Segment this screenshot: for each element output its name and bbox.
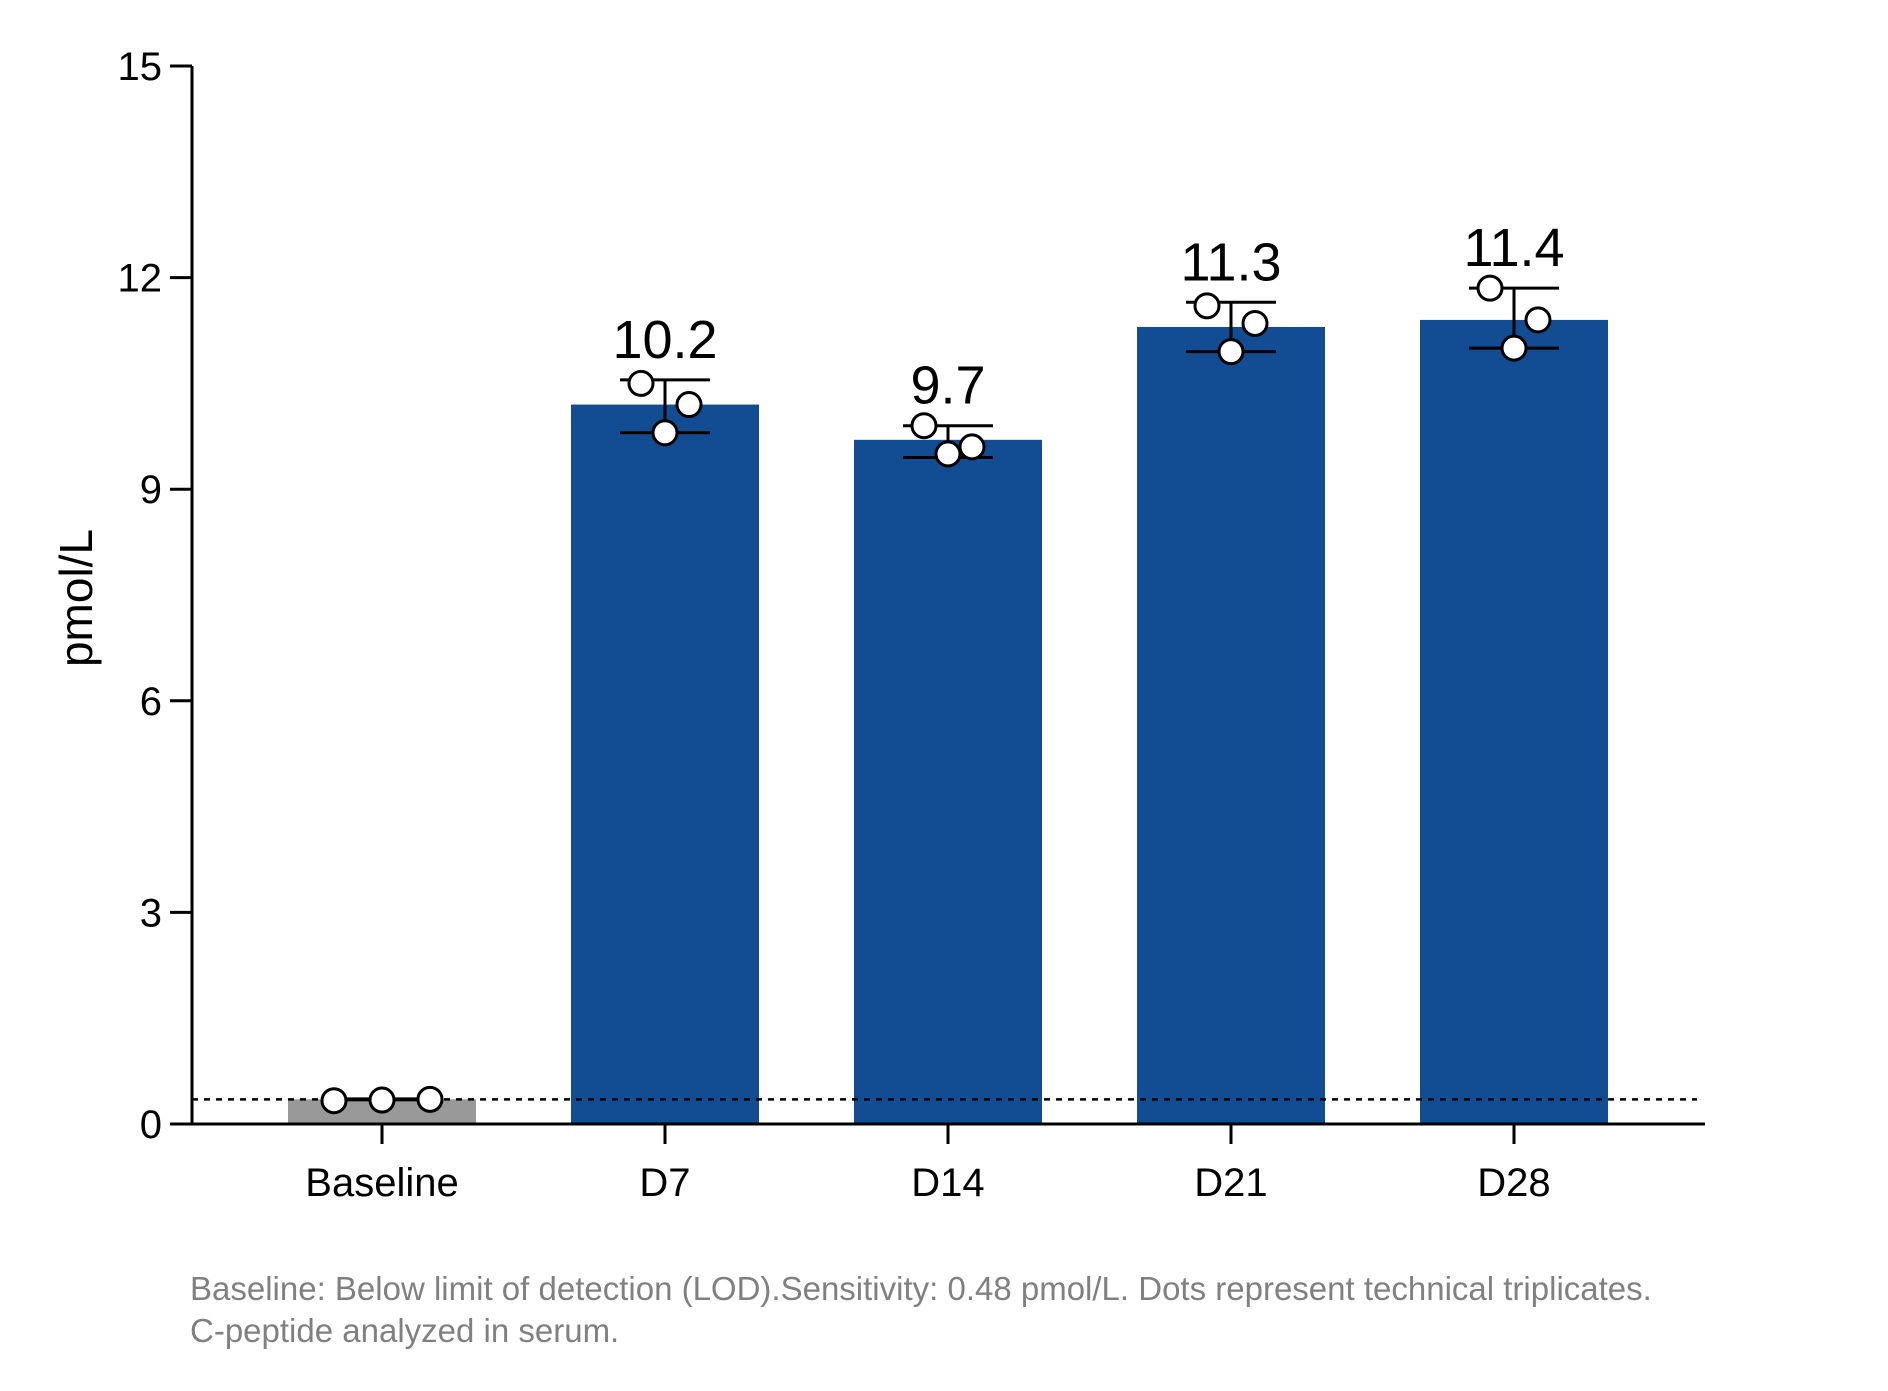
category-label-baseline: Baseline	[305, 1161, 458, 1205]
bar-d21	[1137, 326, 1325, 1124]
points-layer	[320, 274, 1552, 1115]
value-label-d7: 10.2	[612, 310, 717, 370]
category-label-d7: D7	[639, 1161, 690, 1205]
bar-d28	[1420, 319, 1608, 1124]
y-tick-label-0: 0	[140, 1103, 162, 1147]
data-point-d21-1	[1193, 292, 1221, 320]
axes-layer	[170, 64, 1705, 1144]
category-label-d28: D28	[1477, 1161, 1550, 1205]
data-point-d28-3	[1500, 334, 1528, 362]
bar-d14	[854, 439, 1042, 1124]
data-point-d28-1	[1476, 274, 1504, 302]
bar-d7	[571, 404, 759, 1124]
data-point-d21-2	[1241, 309, 1269, 337]
category-label-d14: D14	[911, 1161, 984, 1205]
data-point-d28-2	[1524, 306, 1552, 334]
data-point-d14-1	[910, 412, 938, 440]
data-point-d14-3	[934, 440, 962, 468]
data-point-d14-2	[958, 433, 986, 461]
data-point-baseline-2	[368, 1086, 396, 1114]
y-tick-label-9: 9	[140, 468, 162, 512]
labels-layer: Baseline 10.2 D7 9.7 D14 11.3 D21 11.4 D28 0 3 6 9 12…	[118, 45, 1565, 1205]
data-point-d7-3	[651, 419, 679, 447]
value-label-d28: 11.4	[1463, 218, 1564, 278]
footnote-line-2: C-peptide analyzed in serum.	[190, 1312, 620, 1349]
value-label-d14: 9.7	[910, 356, 985, 416]
y-tick-label-15: 15	[118, 45, 163, 89]
y-tick-label-3: 3	[140, 891, 162, 935]
bars-layer	[288, 319, 1608, 1124]
data-point-d7-1	[627, 369, 655, 397]
category-label-d21: D21	[1194, 1161, 1267, 1205]
y-tick-label-6: 6	[140, 680, 162, 724]
data-point-d7-2	[675, 391, 703, 419]
y-tick-label-12: 12	[118, 257, 163, 301]
data-point-baseline-1	[320, 1087, 348, 1115]
value-label-d21: 11.3	[1180, 232, 1281, 292]
y-axis-label: pmol/L	[50, 529, 102, 667]
data-point-baseline-3	[416, 1085, 444, 1113]
data-point-d21-3	[1217, 338, 1245, 366]
footnote-line-1: Baseline: Below limit of detection (LOD)…	[190, 1270, 1652, 1307]
footnote: Baseline: Below limit of detection (LOD)…	[190, 1268, 1790, 1352]
